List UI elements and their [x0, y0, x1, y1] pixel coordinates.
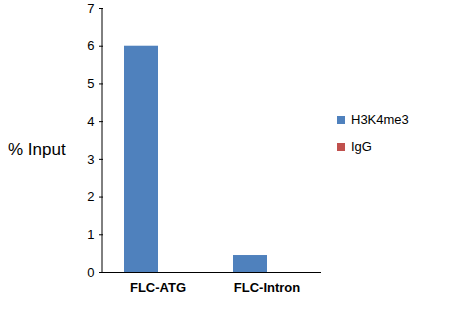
html-text:H3K4me3: H3K4me3: [351, 112, 409, 127]
html-text:IgG: IgG: [351, 139, 372, 154]
svg-text:FLC-Intron: FLC-Intron: [234, 280, 300, 295]
svg-text:4: 4: [87, 114, 94, 129]
svg-text:0: 0: [87, 265, 94, 280]
svg-text:5: 5: [87, 76, 94, 91]
svg-text:3: 3: [87, 152, 94, 167]
svg-text:7: 7: [87, 1, 94, 16]
html-text:% Input: % Input: [8, 140, 66, 159]
svg-text:FLC-ATG: FLC-ATG: [130, 280, 186, 295]
svg-text:1: 1: [87, 227, 94, 242]
svg-text:6: 6: [87, 38, 94, 53]
svg-text:2: 2: [87, 189, 94, 204]
